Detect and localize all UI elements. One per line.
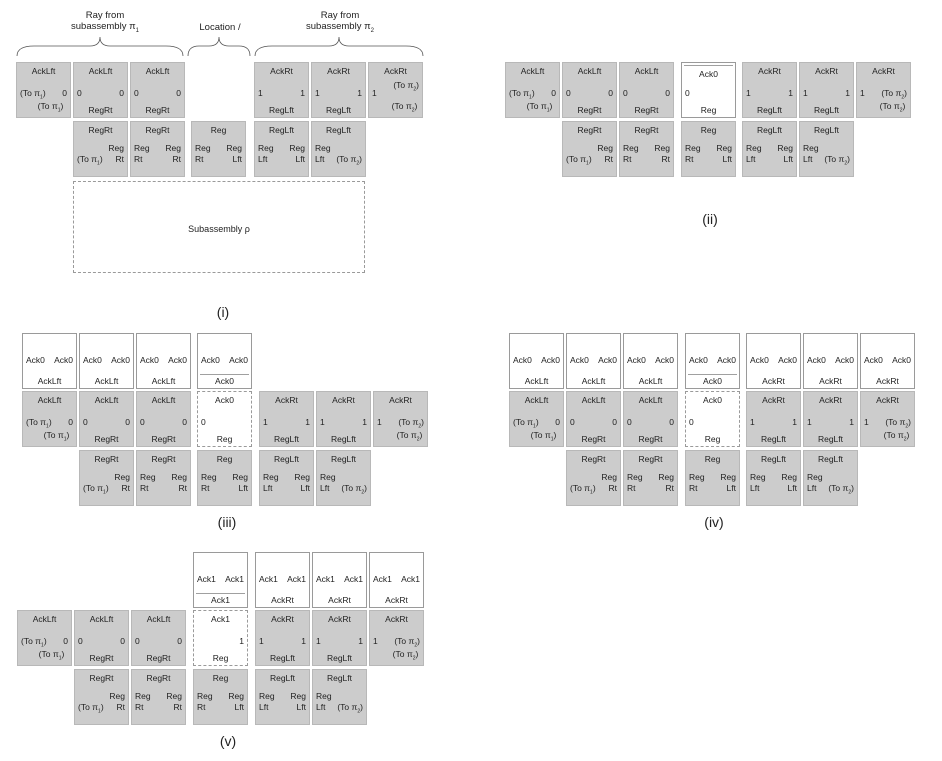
tile-ack1-pair-3: Ack1 Ack1 AckRt: [369, 552, 424, 608]
caption-ii: (ii): [702, 211, 718, 227]
tile-ackrt-2: AckRt 1 1 RegLft: [799, 62, 854, 118]
brace-center: [187, 36, 251, 57]
tile-acklft-1: AckLft (To π1) 0 (To π1): [16, 62, 71, 118]
tile-reglft-1: RegLft Reg Lft Reg Lft: [255, 669, 310, 725]
tile-ackrt-2: AckRt 1 1 RegLft: [311, 62, 366, 118]
header-ray-from-pi1: Ray from subassembly π1: [71, 10, 139, 35]
tile-reglft-2: RegLft Reg Lft (To π2): [311, 121, 366, 177]
tile-reg: Reg Reg Rt Reg Lft: [681, 121, 736, 177]
tile-acklft-2: AckLft 0 0 RegRt: [562, 62, 617, 118]
tile-ackrt-3: AckRt 1 (To π2) (To π2): [860, 391, 915, 447]
tile-ackrt-2: AckRt 1 1 RegLft: [803, 391, 858, 447]
caption-i: (i): [216, 304, 230, 320]
tile-regrt-1: RegRt (To π1) Reg Rt: [79, 450, 134, 506]
tile-reglft-1: RegLft Reg Lft Reg Lft: [742, 121, 797, 177]
tile-regrt-1: RegRt (To π1) Reg Rt: [562, 121, 617, 177]
tile-ack0-pair-2: Ack0 Ack0 AckLft: [566, 333, 621, 389]
tile-regrt-1: RegRt (To π1) Reg Rt: [73, 121, 128, 177]
tile-ackrt-3: AckRt 1 (To π2) (To π2): [856, 62, 911, 118]
tile-acklft-1: AckLft (To π1) 0 (To π1): [509, 391, 564, 447]
tile-reglft-2: RegLft Reg Lft (To π2): [799, 121, 854, 177]
tile-ack0-pair-1: Ack0 Ack0 AckLft: [22, 333, 77, 389]
tile-regrt-2: RegRt Reg Rt Reg Rt: [131, 669, 186, 725]
brace-left: [16, 36, 184, 57]
tile-acklft-3: AckLft 0 0 RegRt: [619, 62, 674, 118]
tile-regrt-2: RegRt Reg Rt Reg Rt: [136, 450, 191, 506]
tile-ack0-reg: Ack0 0 Reg: [197, 391, 252, 447]
tile-ack0-reg: Ack0 0 Reg: [681, 62, 736, 118]
tile-ack0-reg: Ack0 0 Reg: [685, 391, 740, 447]
tile-acklft-3: AckLft 0 0 RegRt: [623, 391, 678, 447]
tile-ackrt-2: AckRt 1 1 RegLft: [316, 391, 371, 447]
tile-regrt-2: RegRt Reg Rt Reg Rt: [130, 121, 185, 177]
tile-reg: Reg Reg Rt Reg Lft: [685, 450, 740, 506]
tile-ackrt-2: AckRt 1 1 RegLft: [312, 610, 367, 666]
tile-ackrt-3: AckRt 1 (To π2) (To π2): [373, 391, 428, 447]
tile-reglft-1: RegLft Reg Lft Reg Lft: [259, 450, 314, 506]
tile-reglft-1: RegLft Reg Lft Reg Lft: [746, 450, 801, 506]
tile-ackrt-1: AckRt 1 1 RegLft: [746, 391, 801, 447]
tile-regrt-1: RegRt (To π1) Reg Rt: [74, 669, 129, 725]
caption-v: (v): [219, 733, 237, 749]
tile-reg: Reg Reg Rt Reg Lft: [193, 669, 248, 725]
tile-ack0-pair-center: Ack0 Ack0 Ack0: [685, 333, 740, 389]
tile-ack0-pair-3: Ack0 Ack0 AckLft: [623, 333, 678, 389]
tile-reglft-2: RegLft Reg Lft (To π2): [803, 450, 858, 506]
tile-ackrt-1: AckRt 1 1 RegLft: [255, 610, 310, 666]
tile-ack1-reg: Ack1 1 Reg: [193, 610, 248, 666]
tile-regrt-2: RegRt Reg Rt Reg Rt: [623, 450, 678, 506]
tile-regrt-1: RegRt (To π1) Reg Rt: [566, 450, 621, 506]
tile-reg: Reg Reg Rt Reg Lft: [191, 121, 246, 177]
tile-ack0-pair-6: Ack0 Ack0 AckRt: [860, 333, 915, 389]
tile-reglft-2: RegLft Reg Lft (To π2): [312, 669, 367, 725]
tile-reglft-1: RegLft Reg Lft Reg Lft: [254, 121, 309, 177]
tile-acklft-2: AckLft 0 0 RegRt: [74, 610, 129, 666]
tile-acklft-2: AckLft 0 0 RegRt: [79, 391, 134, 447]
tile-ack0-pair-3: Ack0 Ack0 AckLft: [136, 333, 191, 389]
caption-iii: (iii): [217, 514, 237, 530]
tile-regrt-2: RegRt Reg Rt Reg Rt: [619, 121, 674, 177]
header-location: Location /: [199, 22, 241, 33]
tile-ack0-pair-2: Ack0 Ack0 AckLft: [79, 333, 134, 389]
subassembly-rho: Subassembly ρ: [73, 181, 365, 273]
tile-ack1-pair-center: Ack1 Ack1 Ack1: [193, 552, 248, 608]
tile-acklft-3: AckLft 0 0 RegRt: [131, 610, 186, 666]
tile-ack0-pair-center: Ack0 Ack0 Ack0: [197, 333, 252, 389]
brace-right: [254, 36, 424, 57]
tile-ackrt-1: AckRt 1 1 RegLft: [259, 391, 314, 447]
caption-iv: (iv): [704, 514, 724, 530]
tile-acklft-1: AckLft (To π1) 0 (To π1): [17, 610, 72, 666]
tile-acklft-1: AckLft (To π1) 0 (To π1): [505, 62, 560, 118]
tile-ackrt-3: AckRt 1 (To π2) (To π2): [368, 62, 423, 118]
tile-ack0-pair-5: Ack0 Ack0 AckRt: [803, 333, 858, 389]
tile-ack0-pair-1: Ack0 Ack0 AckLft: [509, 333, 564, 389]
tile-acklft-2: AckLft 0 0 RegRt: [566, 391, 621, 447]
tile-ack0-pair-4: Ack0 Ack0 AckRt: [746, 333, 801, 389]
tile-ackrt-1: AckRt 1 1 RegLft: [254, 62, 309, 118]
tile-acklft-2: AckLft 0 0 RegRt: [73, 62, 128, 118]
tile-ackrt-1: AckRt 1 1 RegLft: [742, 62, 797, 118]
tile-reg: Reg Reg Rt Reg Lft: [197, 450, 252, 506]
tile-ack1-pair-2: Ack1 Ack1 AckRt: [312, 552, 367, 608]
tile-ackrt-3: AckRt 1 (To π2) (To π2): [369, 610, 424, 666]
tile-acklft-1: AckLft (To π1) 0 (To π1): [22, 391, 77, 447]
tile-reglft-2: RegLft Reg Lft (To π2): [316, 450, 371, 506]
tile-acklft-3: AckLft 0 0 RegRt: [130, 62, 185, 118]
tile-acklft-3: AckLft 0 0 RegRt: [136, 391, 191, 447]
header-ray-from-pi2: Ray from subassembly π2: [306, 10, 374, 35]
tile-ack1-pair-1: Ack1 Ack1 AckRt: [255, 552, 310, 608]
